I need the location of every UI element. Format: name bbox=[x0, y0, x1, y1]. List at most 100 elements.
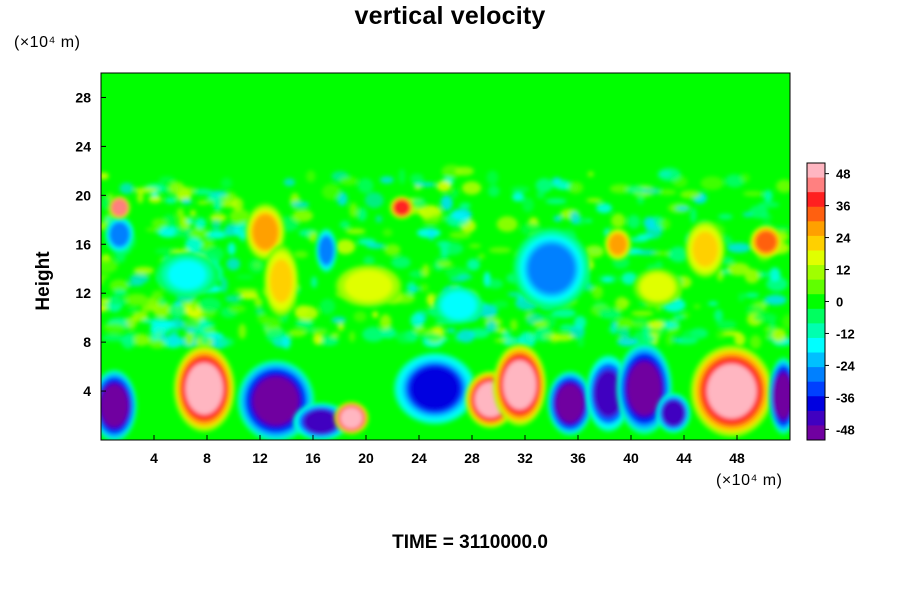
texture-speck bbox=[205, 230, 226, 239]
colorbar-swatch bbox=[807, 206, 825, 222]
texture-speck bbox=[248, 258, 265, 274]
velocity-feature bbox=[335, 264, 402, 307]
texture-speck bbox=[193, 188, 213, 195]
texture-speck bbox=[379, 314, 392, 330]
texture-speck bbox=[335, 239, 356, 255]
texture-speck bbox=[574, 315, 587, 330]
feature-contour bbox=[269, 259, 293, 303]
texture-speck bbox=[492, 300, 509, 309]
texture-speck bbox=[486, 278, 504, 289]
texture-speck bbox=[459, 202, 471, 209]
texture-speck bbox=[121, 333, 135, 350]
texture-speck bbox=[203, 246, 225, 263]
texture-speck bbox=[637, 194, 645, 205]
texture-speck bbox=[125, 316, 137, 330]
texture-speck bbox=[103, 322, 126, 334]
texture-speck bbox=[609, 184, 632, 194]
texture-speck bbox=[766, 276, 788, 292]
texture-speck bbox=[410, 173, 424, 184]
texture-speck bbox=[363, 256, 375, 267]
feature-contour bbox=[318, 236, 334, 265]
feature-contour bbox=[348, 272, 389, 300]
texture-speck bbox=[101, 334, 125, 342]
texture-speck bbox=[716, 320, 737, 329]
texture-speck bbox=[220, 177, 233, 189]
texture-speck bbox=[227, 242, 236, 255]
texture-speck bbox=[782, 314, 790, 329]
time-label: TIME = 3110000.0 bbox=[392, 532, 548, 553]
texture-speck bbox=[707, 301, 719, 306]
velocity-feature bbox=[245, 203, 286, 261]
texture-speck bbox=[449, 277, 467, 283]
colorbar-swatch bbox=[807, 367, 825, 383]
texture-speck bbox=[364, 192, 384, 209]
texture-speck bbox=[101, 258, 118, 274]
velocity-feature bbox=[750, 225, 782, 258]
plot-area bbox=[101, 73, 790, 440]
texture-speck bbox=[283, 178, 296, 187]
texture-speck bbox=[158, 176, 175, 184]
x-tick-label: 44 bbox=[676, 450, 692, 466]
colorbar-swatch bbox=[807, 410, 825, 426]
x-tick-label: 28 bbox=[464, 450, 480, 466]
velocity-feature bbox=[101, 369, 137, 440]
texture-speck bbox=[145, 227, 162, 233]
colorbar-tick-label: 12 bbox=[836, 263, 850, 278]
texture-speck bbox=[262, 316, 281, 330]
texture-speck bbox=[738, 292, 745, 302]
texture-speck bbox=[545, 198, 567, 205]
texture-speck bbox=[197, 297, 222, 313]
texture-speck bbox=[151, 290, 164, 303]
texture-speck bbox=[357, 207, 367, 222]
texture-speck bbox=[419, 333, 443, 341]
texture-speck bbox=[189, 228, 211, 239]
texture-speck bbox=[495, 327, 507, 334]
texture-speck bbox=[668, 246, 689, 263]
colorbar-swatch bbox=[807, 352, 825, 368]
x-tick-label: 16 bbox=[305, 450, 321, 466]
texture-speck bbox=[339, 176, 358, 186]
texture-speck bbox=[337, 322, 345, 331]
texture-speck bbox=[410, 197, 426, 207]
texture-speck bbox=[510, 319, 518, 331]
texture-speck bbox=[432, 326, 444, 336]
texture-speck bbox=[196, 200, 208, 205]
x-tick-label: 32 bbox=[517, 450, 533, 466]
texture-speck bbox=[414, 325, 426, 333]
colorbar-swatch bbox=[807, 221, 825, 237]
texture-speck bbox=[618, 328, 631, 339]
texture-speck bbox=[391, 256, 411, 269]
y-axis: 4 8 12 16 20 24 28 bbox=[75, 89, 106, 399]
texture-speck bbox=[734, 333, 746, 346]
texture-speck bbox=[362, 326, 385, 342]
texture-speck bbox=[101, 196, 112, 210]
texture-speck bbox=[596, 203, 612, 214]
texture-speck bbox=[440, 195, 453, 211]
texture-speck bbox=[409, 286, 420, 292]
colorbar-swatch bbox=[807, 381, 825, 397]
feature-contour bbox=[555, 383, 585, 424]
texture-speck bbox=[235, 288, 259, 293]
texture-speck bbox=[746, 303, 764, 317]
colorbar-tick-label: 24 bbox=[836, 231, 851, 246]
texture-speck bbox=[178, 216, 191, 229]
feature-contour bbox=[185, 362, 224, 415]
colorbar-tick-label: 48 bbox=[836, 167, 850, 182]
texture-speck bbox=[173, 227, 195, 238]
texture-speck bbox=[550, 333, 575, 342]
texture-speck bbox=[213, 196, 223, 212]
texture-speck bbox=[510, 186, 530, 193]
velocity-feature bbox=[104, 215, 135, 254]
texture-speck bbox=[295, 319, 314, 328]
texture-speck bbox=[410, 313, 425, 328]
x-tick-label: 20 bbox=[358, 450, 374, 466]
colorbar-swatch bbox=[807, 192, 825, 208]
field-features bbox=[101, 196, 790, 440]
velocity-feature bbox=[493, 344, 547, 426]
velocity-feature bbox=[263, 245, 299, 317]
velocity-feature bbox=[690, 345, 773, 437]
texture-speck bbox=[665, 333, 674, 346]
texture-speck bbox=[522, 197, 534, 213]
texture-speck bbox=[437, 261, 453, 267]
texture-speck bbox=[625, 185, 647, 194]
